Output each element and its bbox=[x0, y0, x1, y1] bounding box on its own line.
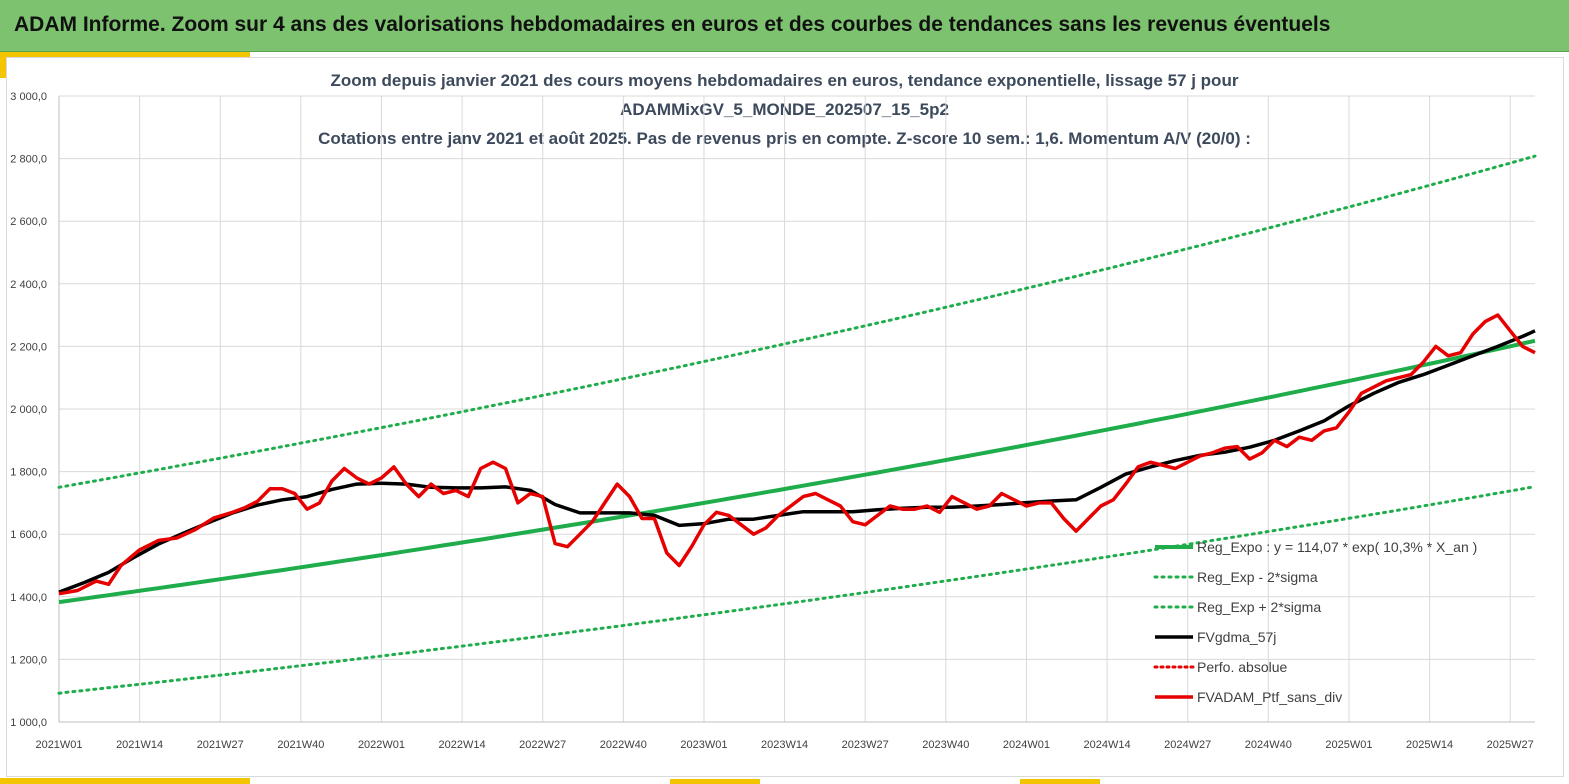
y-tick-label: 2 400,0 bbox=[10, 279, 47, 291]
y-tick-label: 2 800,0 bbox=[10, 154, 47, 166]
series-reg-expo bbox=[58, 338, 1536, 605]
y-tick-label: 3 000,0 bbox=[10, 91, 47, 103]
y-tick-label: 1 800,0 bbox=[10, 467, 47, 479]
x-tick-label: 2025W01 bbox=[1325, 739, 1372, 751]
x-tick-label: 2024W14 bbox=[1084, 739, 1131, 751]
y-tick-label: 1 400,0 bbox=[10, 592, 47, 604]
legend-item-reg-exp-minus-label: Reg_Exp - 2*sigma bbox=[1197, 569, 1318, 585]
y-tick-label: 1 000,0 bbox=[10, 717, 47, 729]
y-tick-label: 2 000,0 bbox=[10, 404, 47, 416]
accent-bar-bottom bbox=[0, 778, 250, 784]
x-tick-label: 2024W40 bbox=[1245, 739, 1292, 751]
y-tick-label: 1 200,0 bbox=[10, 654, 47, 666]
x-tick-label: 2025W27 bbox=[1487, 739, 1534, 751]
series-fvadam-ptf-sans-div bbox=[58, 313, 1536, 596]
x-tick-label: 2022W14 bbox=[439, 739, 486, 751]
y-tick-label: 2 600,0 bbox=[10, 216, 47, 228]
x-tick-label: 2024W01 bbox=[1003, 739, 1050, 751]
series-reg-exp-minus-2sigma bbox=[57, 485, 1537, 695]
x-tick-label: 2023W40 bbox=[922, 739, 969, 751]
accent-bar-bottom-2 bbox=[670, 779, 760, 784]
banner-title: ADAM Informe. Zoom sur 4 ans des valoris… bbox=[14, 13, 1331, 36]
x-tick-label: 2022W01 bbox=[358, 739, 405, 751]
accent-bar-bottom-3 bbox=[1020, 779, 1100, 784]
chart-title-line-1: Zoom depuis janvier 2021 des cours moyen… bbox=[330, 71, 1239, 90]
x-tick-label: 2021W14 bbox=[116, 739, 163, 751]
series-reg-exp-plus-2sigma bbox=[57, 154, 1537, 489]
x-tick-label: 2021W01 bbox=[35, 739, 82, 751]
y-tick-label: 2 200,0 bbox=[10, 341, 47, 353]
series-fvgdma-57j bbox=[58, 329, 1536, 594]
legend-item-fvgdma-label: FVgdma_57j bbox=[1197, 629, 1276, 645]
x-tick-label: 2024W27 bbox=[1164, 739, 1211, 751]
legend-item-reg-exp-plus-label: Reg_Exp + 2*sigma bbox=[1197, 599, 1321, 615]
y-tick-label: 1 600,0 bbox=[10, 529, 47, 541]
chart-frame bbox=[6, 57, 1564, 777]
accent-bar-top bbox=[0, 52, 250, 57]
x-tick-label: 2022W40 bbox=[600, 739, 647, 751]
x-tick-label: 2023W27 bbox=[842, 739, 889, 751]
legend-item-reg-expo-label: Reg_Expo : y = 114,07 * exp( 10,3% * X_a… bbox=[1197, 539, 1477, 555]
x-tick-label: 2022W27 bbox=[519, 739, 566, 751]
x-tick-label: 2023W01 bbox=[680, 739, 727, 751]
header-banner: ADAM Informe. Zoom sur 4 ans des valoris… bbox=[0, 0, 1569, 52]
x-tick-label: 2021W40 bbox=[277, 739, 324, 751]
x-tick-label: 2023W14 bbox=[761, 739, 808, 751]
x-tick-label: 2025W14 bbox=[1406, 739, 1453, 751]
legend-item-fvadam-label: FVADAM_Ptf_sans_div bbox=[1197, 689, 1342, 705]
accent-bar-left bbox=[0, 52, 6, 78]
legend-item-perfo-label: Perfo. absolue bbox=[1197, 659, 1287, 675]
x-tick-label: 2021W27 bbox=[197, 739, 244, 751]
